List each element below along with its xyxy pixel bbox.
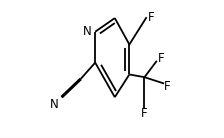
Text: N: N [49,98,58,111]
Text: F: F [158,52,165,66]
Text: N: N [83,25,92,38]
Text: F: F [164,80,170,93]
Text: F: F [148,11,155,24]
Text: F: F [141,107,148,120]
